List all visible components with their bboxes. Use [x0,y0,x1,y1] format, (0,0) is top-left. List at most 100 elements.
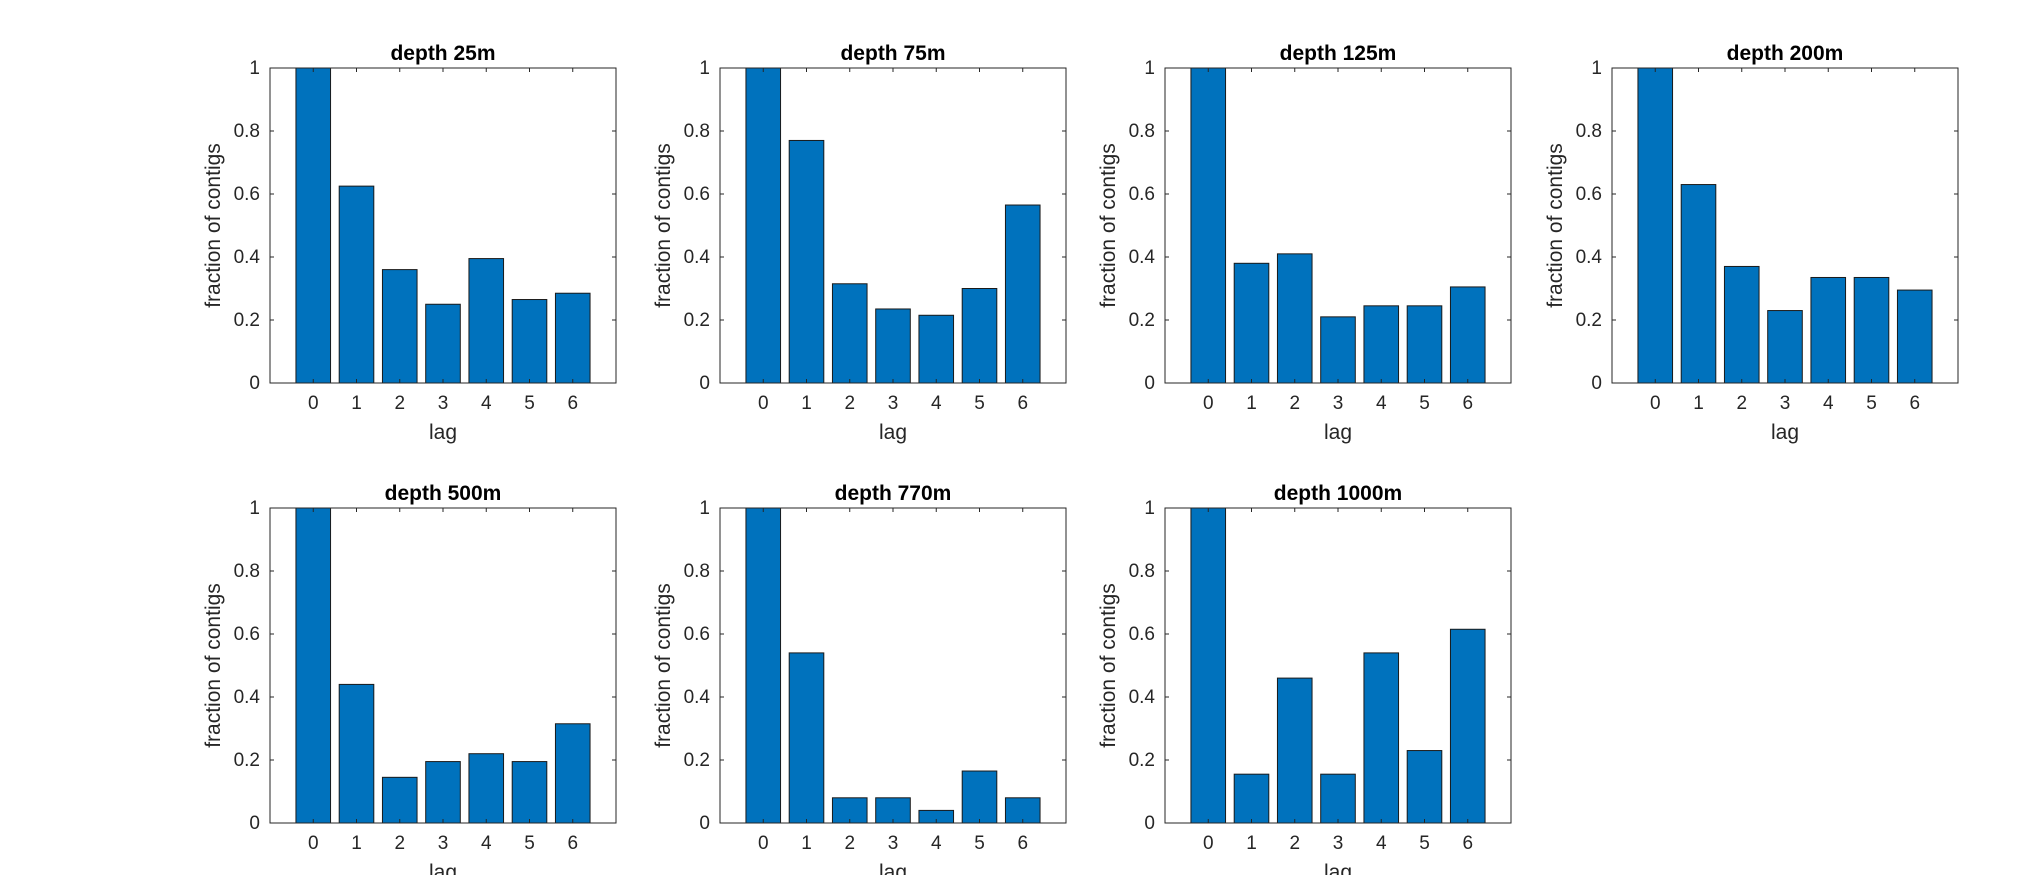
y-axis-label: fraction of contigs [202,583,225,748]
y-tick-label: 0.4 [234,247,261,268]
bar-0 [745,507,782,824]
bar-4 [1810,276,1847,384]
y-axis-label: fraction of contigs [1097,583,1120,748]
x-tick-label: 6 [1909,393,1920,414]
y-tick-label: 1 [249,498,260,519]
x-tick-label: 0 [1650,393,1661,414]
bar-5 [511,299,548,384]
x-tick-label: 1 [1693,393,1704,414]
y-tick-label: 1 [699,498,710,519]
x-tick-label: 2 [844,393,855,414]
bar-0 [295,67,332,384]
bar-0 [295,507,332,824]
bar-4 [468,258,505,384]
panel-0: 0 0.2 0.4 0.6 0.8 1 0 1 2 3 4 5 6 depth 25m lag fractio… [202,42,617,444]
bar-2 [381,269,418,384]
bar-5 [1406,750,1443,824]
y-tick-label: 0.6 [234,624,260,645]
x-tick-label: 1 [351,393,362,414]
x-tick-label: 3 [888,833,899,854]
y-tick-label: 0.2 [1129,750,1155,771]
bar-4 [468,753,505,824]
bar-6 [1004,204,1041,384]
x-axis-label: lag [1324,421,1352,444]
bar-5 [961,770,998,824]
y-tick-label: 0.2 [684,750,710,771]
y-tick-label: 0.2 [684,310,710,331]
y-tick-label: 0 [1144,813,1155,834]
bar-5 [1406,305,1443,384]
y-tick-label: 0.6 [1129,184,1155,205]
x-tick-label: 4 [481,833,492,854]
y-axis-label: fraction of contigs [652,583,675,748]
y-tick-label: 0.2 [234,750,260,771]
bar-2 [381,776,418,824]
x-tick-label: 2 [1736,393,1747,414]
y-tick-label: 0.8 [684,561,710,582]
x-tick-label: 4 [931,393,942,414]
bar-6 [554,723,591,824]
x-axis-label: lag [429,861,457,875]
y-axis-label: fraction of contigs [1544,143,1567,308]
y-tick-label: 0.4 [684,687,711,708]
x-tick-label: 6 [567,393,578,414]
y-tick-label: 1 [249,58,260,79]
y-tick-label: 0 [699,373,710,394]
x-tick-label: 4 [931,833,942,854]
panel-2: 0 0.2 0.4 0.6 0.8 1 0 1 2 3 4 5 6 depth 125m lag fracti… [1097,42,1512,444]
x-tick-label: 3 [1333,833,1344,854]
chart-title: depth 1000m [1274,482,1402,505]
panel-4: 0 0.2 0.4 0.6 0.8 1 0 1 2 3 4 5 6 depth 500m lag fracti… [202,482,617,875]
x-tick-label: 0 [308,833,319,854]
bar-3 [875,308,911,384]
bar-0 [745,67,782,384]
x-tick-label: 3 [1780,393,1791,414]
y-tick-label: 0.2 [1129,310,1155,331]
bar-6 [1896,289,1933,384]
x-tick-label: 0 [1203,393,1214,414]
y-tick-label: 0.6 [684,184,710,205]
x-tick-label: 0 [758,393,769,414]
x-axis-label: lag [879,861,907,875]
bar-1 [1680,184,1717,384]
x-tick-label: 4 [1823,393,1834,414]
x-tick-label: 5 [524,393,535,414]
panel-1: 0 0.2 0.4 0.6 0.8 1 0 1 2 3 4 5 6 depth 75m lag fractio… [652,42,1067,444]
bar-1 [788,652,825,824]
x-axis-label: lag [1324,861,1352,875]
x-tick-label: 4 [481,393,492,414]
y-tick-label: 0 [249,813,260,834]
x-tick-label: 5 [1866,393,1877,414]
bar-3 [425,761,461,824]
y-tick-label: 0.4 [684,247,711,268]
x-tick-label: 4 [1376,833,1387,854]
x-tick-label: 3 [438,393,449,414]
y-tick-label: 0.6 [684,624,710,645]
x-tick-label: 0 [308,393,319,414]
chart-title: depth 25m [390,42,495,65]
x-tick-label: 1 [351,833,362,854]
y-axis-label: fraction of contigs [1097,143,1120,308]
y-tick-label: 0.4 [1129,687,1156,708]
x-tick-label: 1 [1246,833,1257,854]
x-tick-label: 6 [1017,393,1028,414]
y-tick-label: 0 [249,373,260,394]
chart-title: depth 200m [1727,42,1844,65]
y-tick-label: 0.8 [684,121,710,142]
bar-4 [1363,652,1400,824]
y-axis-label: fraction of contigs [202,143,225,308]
x-tick-label: 5 [974,393,985,414]
y-tick-label: 0.6 [1129,624,1155,645]
x-tick-label: 2 [394,833,405,854]
y-tick-label: 0 [1591,373,1602,394]
y-tick-label: 0.4 [234,687,261,708]
x-tick-label: 5 [1419,393,1430,414]
y-tick-label: 0.6 [234,184,260,205]
y-tick-label: 0.2 [1576,310,1602,331]
x-tick-label: 1 [801,833,812,854]
bar-3 [1320,773,1356,824]
y-tick-label: 0.8 [234,561,260,582]
x-tick-label: 6 [1017,833,1028,854]
chart-title: depth 75m [840,42,945,65]
